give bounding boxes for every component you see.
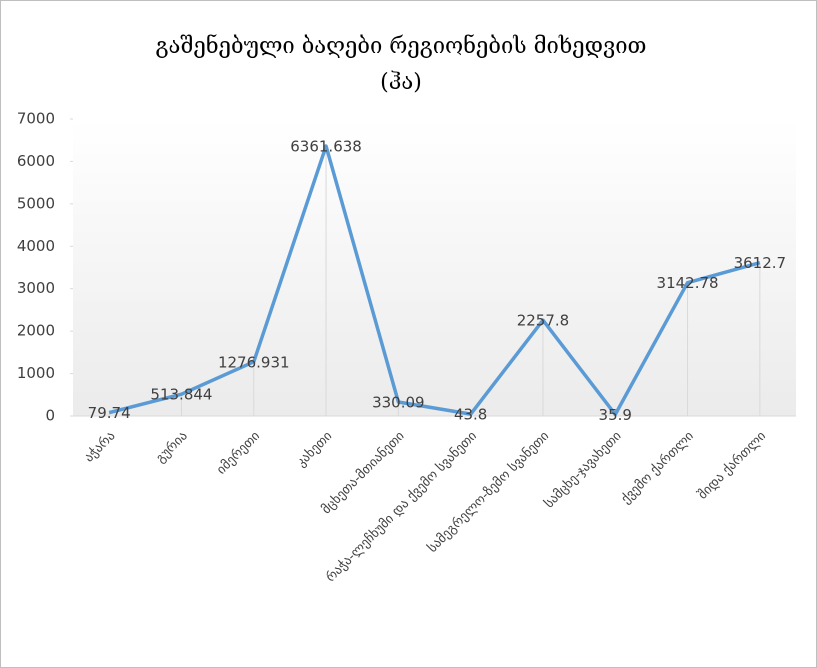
data-label: 330.09 bbox=[372, 393, 425, 411]
y-tick-label: 6000 bbox=[17, 152, 55, 170]
y-tick-label: 0 bbox=[45, 407, 55, 425]
plot-area bbox=[73, 119, 796, 416]
x-tick-label: სამეგრელო-ზემო სვანეთი bbox=[425, 429, 552, 556]
data-label: 79.74 bbox=[88, 404, 131, 422]
data-label: 2257.8 bbox=[517, 312, 570, 330]
x-tick-label: შიდა ქართლი bbox=[695, 429, 769, 503]
data-label: 3142.78 bbox=[657, 274, 719, 292]
data-line bbox=[108, 144, 761, 417]
x-tick-label: აჭარა bbox=[82, 429, 119, 466]
y-tick-label: 1000 bbox=[17, 364, 55, 382]
x-tick-label: ქვემო ქართლი bbox=[619, 429, 697, 507]
x-tick-label: კახეთი bbox=[294, 429, 336, 471]
y-tick-label: 7000 bbox=[17, 110, 55, 128]
data-label: 43.8 bbox=[454, 406, 487, 424]
x-tick-label: სამცხე-ჯავახეთი bbox=[542, 429, 625, 512]
data-label: 6361.638 bbox=[290, 138, 362, 156]
x-tick-label: გურია bbox=[153, 429, 190, 466]
y-tick-label: 3000 bbox=[17, 279, 55, 297]
y-tick-label: 2000 bbox=[17, 322, 55, 340]
x-tick-label: იმერეთი bbox=[214, 429, 263, 478]
chart-title: გაშენებული ბაღები რეგიონების მიხედვით (ჰ… bbox=[155, 34, 647, 95]
y-tick-label: 4000 bbox=[17, 237, 55, 255]
data-label: 3612.7 bbox=[734, 254, 787, 272]
data-label: 1276.931 bbox=[218, 353, 290, 371]
data-label: 513.844 bbox=[150, 386, 212, 404]
x-tick-label: რაჭა-ლეჩხუმი და ქვემო სვანეთი bbox=[323, 429, 480, 586]
data-label: 35.9 bbox=[599, 406, 632, 424]
y-tick-label: 5000 bbox=[17, 194, 55, 212]
